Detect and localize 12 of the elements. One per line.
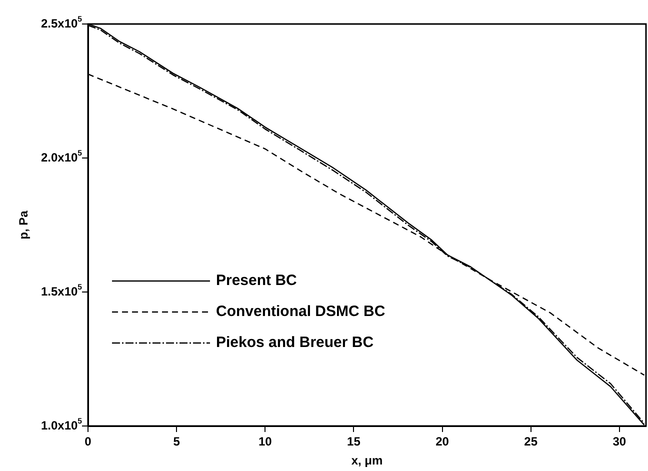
- legend-label: Present BC: [216, 272, 298, 290]
- x-tick-label: 10: [258, 434, 272, 449]
- x-tick-label: 5: [173, 434, 180, 449]
- x-tick-label: 15: [347, 434, 361, 449]
- legend-label: Conventional DSMC BC: [216, 303, 386, 320]
- x-tick-label: 30: [612, 434, 626, 449]
- legend-label: Piekos and Breuer BC: [216, 334, 374, 352]
- x-tick-label: 25: [524, 434, 538, 449]
- x-axis-title: x, μm: [351, 453, 383, 468]
- x-tick-label: 0: [84, 434, 92, 449]
- y-axis-title: p, Pa: [16, 210, 30, 240]
- x-tick-label: 20: [436, 434, 450, 449]
